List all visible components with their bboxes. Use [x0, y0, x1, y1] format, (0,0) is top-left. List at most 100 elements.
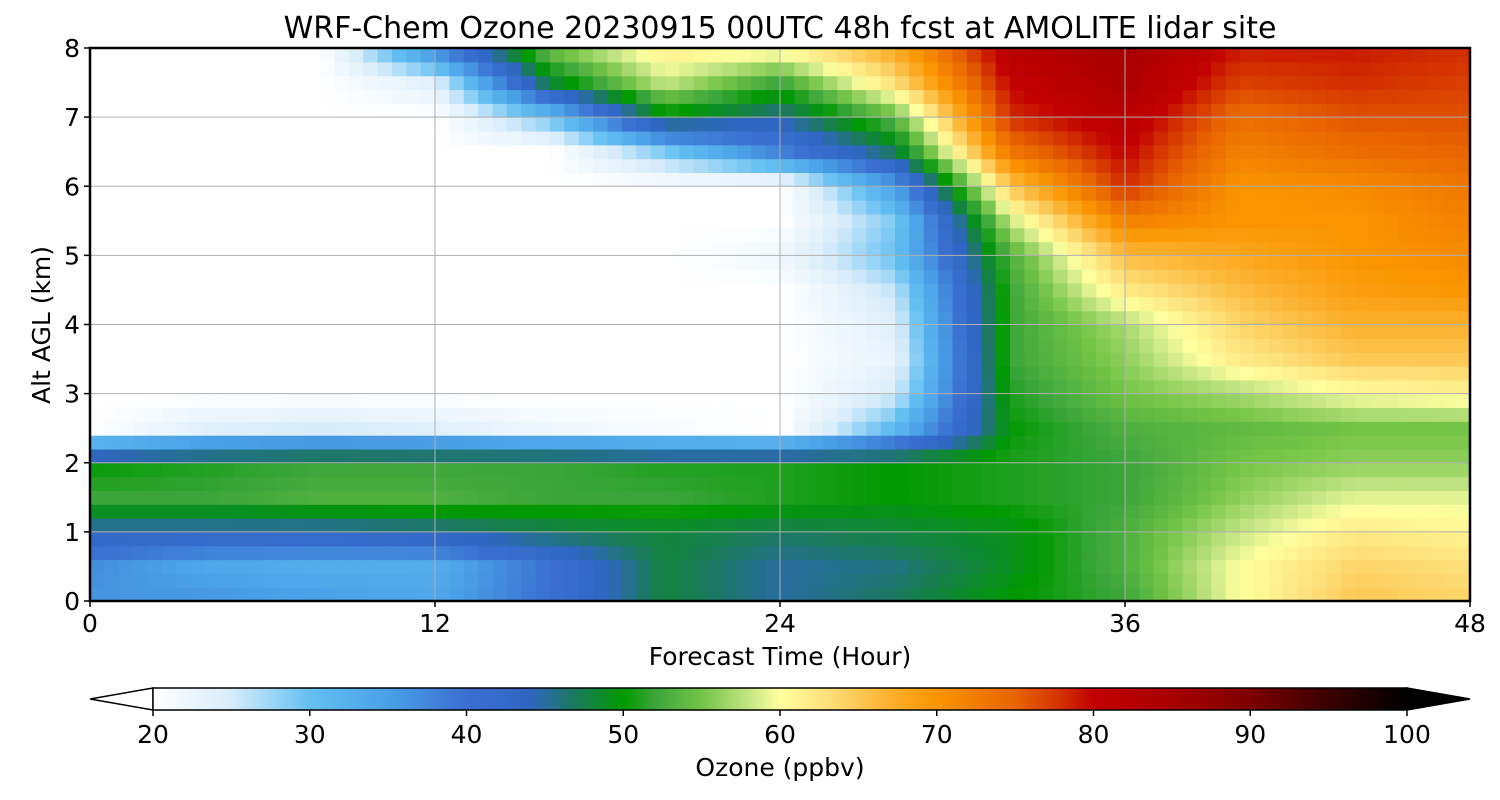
heatmap-cell	[1096, 324, 1112, 339]
heatmap-cell	[780, 89, 795, 104]
heatmap-cell	[1355, 324, 1370, 339]
heatmap-cell	[636, 172, 652, 187]
heatmap-cell	[262, 144, 278, 160]
heatmap-cell	[1254, 213, 1270, 229]
heatmap-cell	[751, 144, 767, 160]
heatmap-cell	[593, 310, 609, 326]
heatmap-cell	[880, 365, 896, 381]
heatmap-cell	[1240, 227, 1255, 243]
heatmap-cell	[1383, 144, 1399, 160]
heatmap-cell	[1010, 310, 1025, 326]
heatmap-cell	[1412, 393, 1428, 409]
heatmap-cell	[391, 338, 407, 353]
heatmap-cell	[593, 75, 609, 91]
heatmap-cell	[1053, 241, 1069, 256]
heatmap-cell	[722, 352, 738, 367]
heatmap-cell	[478, 559, 494, 574]
heatmap-cell	[420, 213, 436, 229]
heatmap-cell	[1038, 365, 1054, 381]
heatmap-cell	[1383, 421, 1399, 436]
heatmap-cell	[1053, 379, 1069, 395]
heatmap-cell	[420, 48, 436, 63]
heatmap-cell	[564, 255, 580, 270]
heatmap-cell	[276, 172, 292, 187]
heatmap-cell	[248, 518, 264, 533]
heatmap-cell	[981, 296, 997, 312]
heatmap-cell	[909, 476, 925, 491]
heatmap-cell	[1110, 545, 1126, 561]
heatmap-cell	[938, 435, 954, 450]
heatmap-cell	[1383, 255, 1399, 270]
heatmap-cell	[391, 296, 407, 312]
heatmap-cell	[636, 407, 652, 422]
heatmap-cell	[1110, 476, 1126, 491]
heatmap-cell	[248, 61, 264, 77]
heatmap-cell	[133, 559, 149, 574]
heatmap-cell	[981, 518, 997, 533]
heatmap-cell	[104, 310, 120, 326]
heatmap-cell	[736, 213, 752, 229]
heatmap-cell	[1297, 310, 1313, 326]
heatmap-cell	[334, 172, 350, 187]
heatmap-cell	[751, 227, 767, 243]
heatmap-cell	[1398, 352, 1414, 367]
heatmap-cell	[1441, 545, 1457, 561]
heatmap-cell	[1038, 448, 1054, 464]
heatmap-cell	[535, 172, 551, 187]
heatmap-cell	[1053, 255, 1069, 270]
heatmap-cell	[866, 365, 882, 381]
heatmap-cell	[938, 48, 954, 63]
heatmap-cell	[995, 435, 1011, 450]
heatmap-cell	[780, 587, 795, 601]
heatmap-cell	[1398, 310, 1414, 326]
heatmap-cell	[391, 545, 407, 561]
heatmap-cell	[1398, 448, 1414, 464]
heatmap-cell	[1297, 407, 1313, 422]
heatmap-cell	[1398, 117, 1414, 132]
heatmap-cell	[391, 158, 407, 174]
heatmap-cell	[1153, 531, 1169, 547]
heatmap-cell	[823, 269, 839, 284]
heatmap-cell	[506, 103, 522, 118]
heatmap-cell	[880, 269, 896, 284]
heatmap-cell	[161, 435, 177, 450]
heatmap-cell	[866, 476, 882, 491]
heatmap-cell	[1139, 103, 1155, 118]
heatmap-cell	[320, 476, 335, 491]
heatmap-cell	[320, 365, 335, 381]
heatmap-cell	[938, 89, 954, 104]
heatmap-cell	[492, 573, 508, 588]
heatmap-cell	[665, 241, 680, 256]
heatmap-cell	[1053, 172, 1069, 187]
heatmap-cell	[1182, 379, 1198, 395]
heatmap-cell	[1412, 213, 1428, 229]
heatmap-cell	[104, 103, 120, 118]
heatmap-cell	[636, 504, 652, 519]
heatmap-cell	[794, 393, 810, 409]
heatmap-cell	[636, 241, 652, 256]
heatmap-cell	[291, 269, 307, 284]
heatmap-cell	[636, 462, 652, 478]
heatmap-cell	[161, 393, 177, 409]
heatmap-cell	[823, 158, 839, 174]
heatmap-cell	[1369, 48, 1385, 63]
heatmap-cell	[1369, 338, 1385, 353]
heatmap-cell	[1369, 490, 1385, 505]
heatmap-cell	[233, 310, 249, 326]
heatmap-cell	[1153, 587, 1169, 601]
heatmap-cell	[550, 338, 565, 353]
heatmap-cell	[291, 476, 307, 491]
heatmap-cell	[406, 448, 422, 464]
heatmap-cell	[1297, 213, 1313, 229]
heatmap-cell	[665, 296, 680, 312]
heatmap-cell	[406, 324, 422, 339]
heatmap-cell	[1010, 255, 1025, 270]
heatmap-cell	[1182, 296, 1198, 312]
heatmap-cell	[147, 407, 163, 422]
heatmap-cell	[406, 365, 422, 381]
heatmap-cell	[578, 144, 594, 160]
heatmap-cell	[866, 421, 882, 436]
heatmap-cell	[780, 490, 795, 505]
heatmap-cell	[1168, 296, 1184, 312]
heatmap-cell	[938, 587, 954, 601]
